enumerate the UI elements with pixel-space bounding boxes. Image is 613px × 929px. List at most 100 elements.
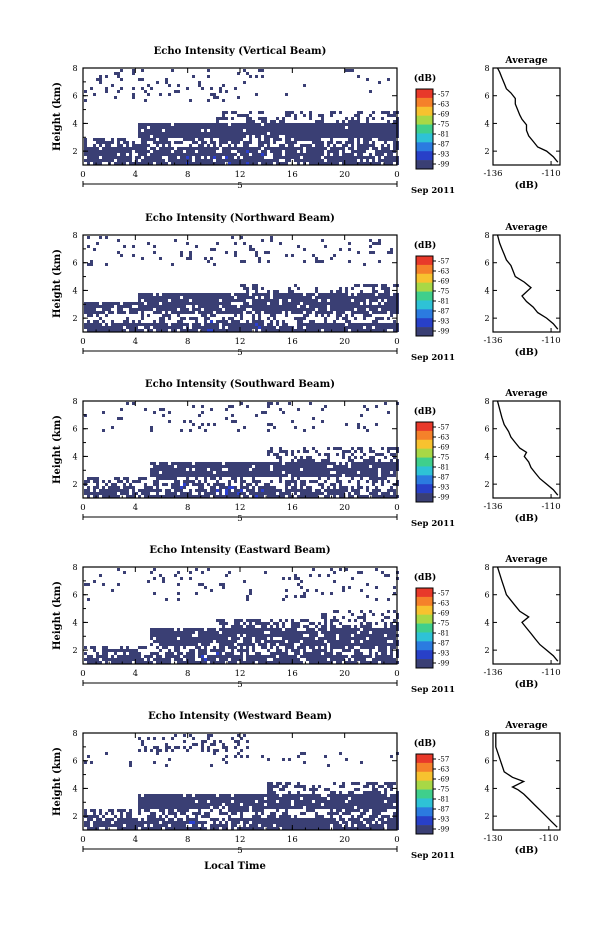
y-tick-label: 6 (72, 591, 77, 600)
panel-title: Echo Intensity (Vertical Beam) (154, 46, 327, 57)
colorbar-tick-label: -75 (438, 288, 449, 296)
y-tick-label: 6 (72, 259, 77, 268)
panel-3: 2 4 6 8 0 4 8 12 16 20 0 5 Sep 2011 Height (km) Echo I… (52, 379, 561, 529)
y-axis-label: Height (km) (52, 581, 63, 650)
profile-y-tick: 8 (484, 231, 489, 240)
colorbar: (dB)-57 -63 -69 -75 -81 -87 -93 -99 (414, 572, 449, 669)
day-label: 5 (237, 846, 242, 856)
profile-line (496, 400, 559, 496)
panel-title: Echo Intensity (Eastward Beam) (149, 545, 330, 556)
colorbar-tick-label: -93 (438, 650, 449, 658)
average-profile: Average 2 4 6 8 -136 -110(dB) (483, 222, 560, 358)
colorbar-tick-label: -87 (438, 640, 449, 648)
x-tick-label: 0 (80, 835, 85, 845)
x-tick-label: 16 (287, 669, 298, 679)
profile-x-label: (dB) (515, 180, 539, 191)
heatmap-cells (84, 568, 399, 664)
colorbar-tick-label: -81 (438, 796, 449, 804)
colorbar-tick-label: -81 (438, 131, 449, 139)
colorbar-tick-label: -75 (438, 121, 449, 129)
y-axis-label: Height (km) (52, 82, 63, 151)
x-tick-label: 12 (235, 669, 246, 679)
x-tick-label: 8 (185, 337, 190, 347)
colorbar-tick-label: -99 (438, 826, 449, 834)
profile-y-tick: 8 (484, 729, 489, 738)
profile-line (496, 234, 559, 330)
colorbar-tick-label: -99 (438, 161, 449, 169)
profile-y-tick: 6 (484, 591, 489, 600)
date-label: Sep 2011 (411, 685, 455, 695)
colorbar-unit: (dB) (414, 738, 436, 749)
x-tick-label: 0 (80, 337, 85, 347)
profile-x-tick: -110 (539, 834, 558, 844)
colorbar-tick-label: -69 (438, 610, 449, 618)
y-axis-label: Height (km) (52, 249, 63, 318)
y-tick-label: 2 (72, 147, 77, 156)
profile-x-tick: -110 (542, 169, 561, 179)
colorbar-tick-label: -57 (438, 590, 449, 598)
x-axis-label: Local Time (204, 861, 266, 872)
colorbar-tick-label: -75 (438, 786, 449, 794)
colorbar-tick-label: -57 (438, 258, 449, 266)
profile-x-tick: -110 (542, 336, 561, 346)
x-tick-label: 12 (235, 835, 246, 845)
y-axis-label: Height (km) (52, 747, 63, 816)
x-tick-label: 20 (339, 503, 350, 513)
x-tick-label: 20 (339, 835, 350, 845)
x-tick-label: 0 (80, 170, 85, 180)
x-tick-label: 12 (235, 337, 246, 347)
panel-title: Echo Intensity (Southward Beam) (145, 379, 335, 390)
profile-y-tick: 6 (484, 757, 489, 766)
colorbar-unit: (dB) (414, 73, 436, 84)
colorbar-tick-label: -63 (438, 766, 449, 774)
x-tick-label: 8 (185, 835, 190, 845)
profile-x-tick: -130 (483, 834, 502, 844)
profile-title: Average (504, 388, 547, 399)
y-tick-label: 8 (72, 729, 77, 738)
x-tick-label: 0 (394, 337, 399, 347)
colorbar-tick-label: -87 (438, 308, 449, 316)
x-tick-label: 8 (185, 503, 190, 513)
x-tick-label: 4 (133, 503, 138, 513)
y-tick-label: 4 (72, 286, 77, 295)
profile-x-tick: -136 (483, 169, 502, 179)
profile-y-tick: 4 (484, 452, 489, 461)
profile-y-tick: 2 (484, 314, 489, 323)
colorbar-tick-label: -57 (438, 91, 449, 99)
day-label: 5 (237, 680, 242, 690)
panel-title: Echo Intensity (Northward Beam) (145, 213, 335, 224)
profile-x-tick: -136 (483, 336, 502, 346)
colorbar: (dB)-57 -63 -69 -75 -81 -87 -93 -99 (414, 73, 449, 170)
profile-y-tick: 8 (484, 397, 489, 406)
profile-y-tick: 6 (484, 92, 489, 101)
x-tick-label: 4 (133, 669, 138, 679)
x-tick-label: 4 (133, 170, 138, 180)
heatmap-cells (84, 236, 399, 332)
y-tick-label: 4 (72, 618, 77, 627)
x-tick-label: 0 (394, 503, 399, 513)
panel-1: 2 4 6 8 0 4 8 12 16 20 0 5 Sep 2011 Height (km) Echo I… (52, 46, 561, 196)
profile-x-label: (dB) (515, 347, 539, 358)
colorbar-tick-label: -87 (438, 141, 449, 149)
heatmap-cells (84, 402, 399, 498)
colorbar: (dB)-57 -63 -69 -75 -81 -87 -93 -99 (414, 406, 449, 503)
profile-y-tick: 4 (484, 119, 489, 128)
average-profile: Average 2 4 6 8 -136 -110(dB) (483, 554, 560, 690)
x-tick-label: 0 (80, 503, 85, 513)
colorbar-tick-label: -99 (438, 328, 449, 336)
profile-x-label: (dB) (515, 845, 539, 856)
colorbar-tick-label: -81 (438, 298, 449, 306)
profile-y-tick: 4 (484, 618, 489, 627)
colorbar-tick-label: -63 (438, 268, 449, 276)
profile-y-tick: 6 (484, 259, 489, 268)
date-label: Sep 2011 (411, 353, 455, 363)
colorbar-tick-label: -93 (438, 816, 449, 824)
x-tick-label: 0 (394, 669, 399, 679)
date-label: Sep 2011 (411, 186, 455, 196)
panel-5: 2 4 6 8 0 4 8 12 16 20 0 5 Sep 2011 Height (km) Local … (52, 711, 561, 872)
colorbar-tick-label: -69 (438, 444, 449, 452)
x-tick-label: 12 (235, 170, 246, 180)
colorbar-tick-label: -93 (438, 151, 449, 159)
x-tick-label: 0 (394, 835, 399, 845)
